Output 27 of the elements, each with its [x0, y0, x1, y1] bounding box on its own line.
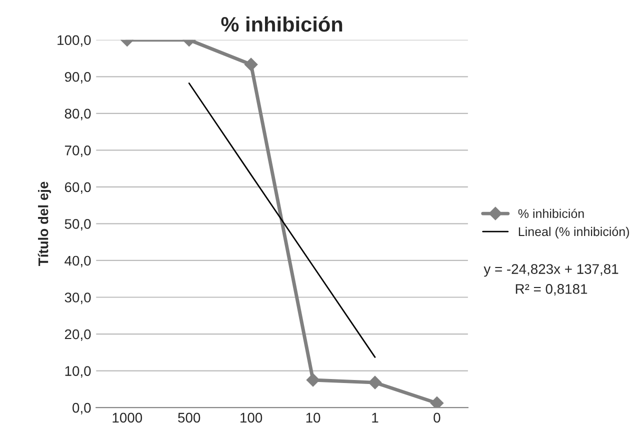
x-tick-label: 1 [372, 412, 378, 422]
point [368, 376, 382, 390]
y-tick-label: 100,0 [58, 35, 91, 47]
legend-label: Lineal (% inhibición) [518, 226, 629, 239]
x-tick-label: 1000 [112, 412, 142, 423]
text: R² = 0,8181 [516, 284, 588, 296]
text: y = -24,823x + 137,81 [484, 264, 618, 277]
y-axis-title: Título del eje [38, 182, 51, 266]
y-tick-label: 70,0 [64, 146, 91, 157]
x-tick-label: 10 [306, 412, 320, 423]
point [306, 373, 320, 387]
x-tick-label: 0 [434, 412, 440, 423]
y-tick-label: 80,0 [64, 108, 91, 120]
x-tick-label: 100 [240, 412, 262, 423]
y-tick-label: 40,0 [64, 256, 91, 268]
y-tick-label: 90,0 [64, 72, 91, 84]
y-tick-label: 10,0 [65, 366, 91, 378]
chart-title: % inhibición [221, 16, 342, 32]
legend-label: % inhibición [518, 208, 584, 218]
y-tick-label: 30,0 [64, 292, 91, 304]
y-tick-label: 20,0 [64, 329, 91, 341]
y-tick-label: 60,0 [64, 182, 91, 194]
y-tick-label: 0,0 [72, 402, 91, 414]
line-series [188, 82, 376, 358]
x-tick-label: 500 [178, 412, 200, 423]
y-tick-label: 50,0 [64, 219, 91, 231]
point [430, 396, 444, 408]
